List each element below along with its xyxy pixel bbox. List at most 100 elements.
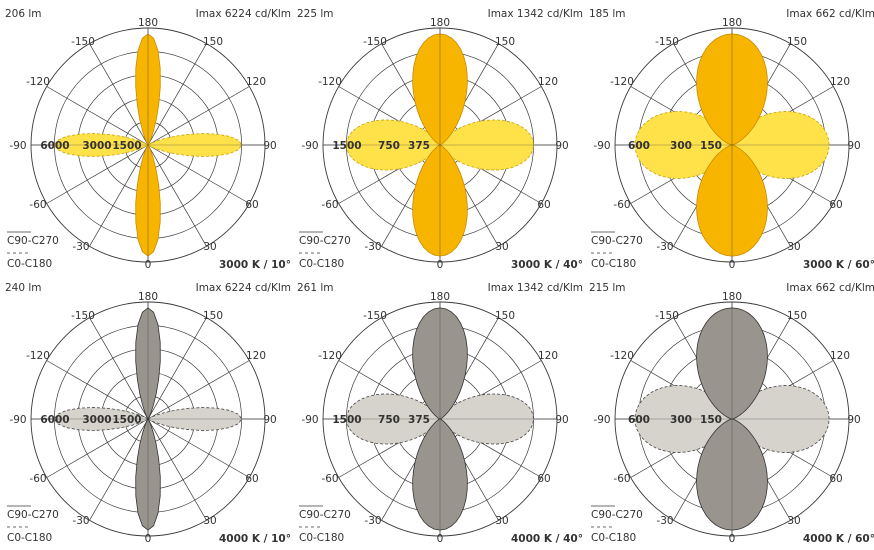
angle-label: 60 bbox=[245, 473, 258, 485]
ring-value-label: 600 bbox=[628, 140, 650, 152]
ring-value-label: 150 bbox=[700, 414, 722, 426]
imax-label: Imax 6224 cd/Klm bbox=[196, 282, 291, 294]
angle-label: -150 bbox=[655, 36, 679, 48]
angle-label: 60 bbox=[829, 473, 842, 485]
angle-label: -60 bbox=[321, 473, 338, 485]
legend-label-dashed: C0-C180 bbox=[591, 532, 636, 544]
angle-label: -150 bbox=[71, 36, 95, 48]
angle-label: 150 bbox=[495, 36, 515, 48]
ring-value-label: 375 bbox=[408, 414, 430, 426]
angle-label: 30 bbox=[495, 241, 508, 253]
lumen-output: 215 lm bbox=[589, 282, 626, 294]
ring-value-label: 150 bbox=[700, 140, 722, 152]
angle-label: -90 bbox=[593, 140, 610, 152]
angle-label: 180 bbox=[430, 291, 450, 303]
angle-label: 90 bbox=[847, 140, 860, 152]
angle-label: 180 bbox=[722, 291, 742, 303]
angle-label: 30 bbox=[787, 241, 800, 253]
angle-label: 30 bbox=[787, 515, 800, 527]
angle-label: 60 bbox=[537, 473, 550, 485]
angle-label: -30 bbox=[72, 241, 89, 253]
legend-label-solid: C90-C270 bbox=[591, 509, 643, 521]
angle-label: 180 bbox=[430, 17, 450, 29]
legend-label-solid: C90-C270 bbox=[7, 235, 59, 247]
angle-label: 120 bbox=[830, 76, 850, 88]
angle-label: -120 bbox=[318, 76, 342, 88]
angle-label: 0 bbox=[437, 259, 444, 271]
imax-label: Imax 1342 cd/Klm bbox=[488, 282, 583, 294]
legend-label-solid: C90-C270 bbox=[7, 509, 59, 521]
angle-label: 30 bbox=[495, 515, 508, 527]
ring-value-label: 3000 bbox=[82, 140, 111, 152]
lumen-output: 185 lm bbox=[589, 8, 626, 20]
ring-value-label: 3000 bbox=[82, 414, 111, 426]
angle-label: 150 bbox=[495, 310, 515, 322]
legend-label-dashed: C0-C180 bbox=[7, 532, 52, 544]
polar-panel: 240 lm Imax 6224 cd/Klm 180 0 -90 90 -150 -120 1… bbox=[5, 282, 291, 545]
angle-label: -90 bbox=[9, 140, 26, 152]
angle-label: -120 bbox=[610, 76, 634, 88]
ring-value-label: 300 bbox=[670, 140, 692, 152]
cct-beam-caption: 3000 K / 10° bbox=[219, 259, 291, 271]
angle-label: 90 bbox=[555, 140, 568, 152]
angle-label: -60 bbox=[321, 199, 338, 211]
angle-label: -30 bbox=[364, 241, 381, 253]
angle-label: 180 bbox=[138, 17, 158, 29]
ring-value-label: 1500 bbox=[112, 140, 141, 152]
imax-label: Imax 662 cd/Klm bbox=[786, 282, 874, 294]
angle-label: 120 bbox=[830, 350, 850, 362]
cct-beam-caption: 3000 K / 40° bbox=[511, 259, 583, 271]
angle-label: 0 bbox=[437, 533, 444, 545]
angle-label: 0 bbox=[145, 533, 152, 545]
angle-label: -90 bbox=[593, 414, 610, 426]
cct-beam-caption: 4000 K / 60° bbox=[803, 533, 874, 545]
angle-label: 180 bbox=[722, 17, 742, 29]
legend-label-dashed: C0-C180 bbox=[7, 258, 52, 270]
distribution-curves bbox=[345, 307, 535, 531]
angle-label: -150 bbox=[655, 310, 679, 322]
angle-label: -150 bbox=[363, 310, 387, 322]
angle-label: 90 bbox=[847, 414, 860, 426]
angle-label: 90 bbox=[263, 414, 276, 426]
angle-label: -60 bbox=[613, 473, 630, 485]
ring-value-label: 1500 bbox=[332, 414, 361, 426]
legend-label-dashed: C0-C180 bbox=[299, 532, 344, 544]
angle-label: 60 bbox=[829, 199, 842, 211]
angle-label: -120 bbox=[26, 350, 50, 362]
polar-panel: 185 lm Imax 662 cd/Klm 180 0 -90 90 -150 -120 15… bbox=[589, 8, 874, 271]
angle-label: -30 bbox=[72, 515, 89, 527]
angle-label: 90 bbox=[263, 140, 276, 152]
lumen-output: 240 lm bbox=[5, 282, 42, 294]
ring-value-label: 375 bbox=[408, 140, 430, 152]
angle-label: -120 bbox=[318, 350, 342, 362]
angle-label: -60 bbox=[29, 473, 46, 485]
angle-label: -90 bbox=[301, 414, 318, 426]
legend-label-solid: C90-C270 bbox=[591, 235, 643, 247]
imax-label: Imax 1342 cd/Klm bbox=[488, 8, 583, 20]
distribution-curves bbox=[634, 307, 830, 531]
angle-label: 0 bbox=[729, 259, 736, 271]
angle-label: 150 bbox=[787, 36, 807, 48]
angle-label: 60 bbox=[245, 199, 258, 211]
polar-panel: 261 lm Imax 1342 cd/Klm 180 0 -90 90 -150 -120 1… bbox=[297, 282, 583, 545]
ring-value-label: 600 bbox=[628, 414, 650, 426]
angle-label: -120 bbox=[26, 76, 50, 88]
angle-label: 0 bbox=[145, 259, 152, 271]
polar-panel: 215 lm Imax 662 cd/Klm 180 0 -90 90 -150 -120 15… bbox=[589, 282, 874, 545]
ring-value-label: 750 bbox=[378, 414, 400, 426]
angle-label: -60 bbox=[613, 199, 630, 211]
imax-label: Imax 6224 cd/Klm bbox=[196, 8, 291, 20]
angle-label: 120 bbox=[246, 350, 266, 362]
lumen-output: 206 lm bbox=[5, 8, 42, 20]
angle-label: -60 bbox=[29, 199, 46, 211]
ring-value-label: 1500 bbox=[332, 140, 361, 152]
angle-label: 150 bbox=[787, 310, 807, 322]
cct-beam-caption: 3000 K / 60° bbox=[803, 259, 874, 271]
angle-label: 120 bbox=[246, 76, 266, 88]
legend-label-dashed: C0-C180 bbox=[299, 258, 344, 270]
cct-beam-caption: 4000 K / 40° bbox=[511, 533, 583, 545]
angle-label: 150 bbox=[203, 36, 223, 48]
ring-value-label: 6000 bbox=[40, 414, 69, 426]
legend-label-dashed: C0-C180 bbox=[591, 258, 636, 270]
